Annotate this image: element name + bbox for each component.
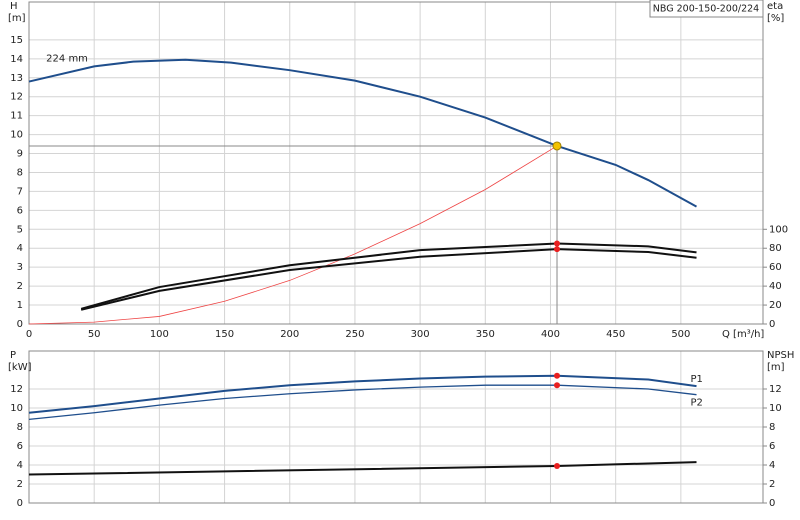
y-axis-label: P bbox=[10, 350, 16, 361]
y-tick-label: 7 bbox=[17, 186, 23, 197]
y2-tick-label: 12 bbox=[769, 384, 782, 395]
x-tick-label: 400 bbox=[541, 329, 560, 340]
x-tick-label: 50 bbox=[88, 329, 101, 340]
curve bbox=[28, 58, 697, 208]
x-tick-label: 300 bbox=[411, 329, 430, 340]
y2-tick-label: 60 bbox=[769, 262, 782, 273]
y-tick-label: 15 bbox=[10, 35, 23, 46]
y-axis-unit: [m] bbox=[8, 13, 26, 24]
y2-tick-label: 80 bbox=[769, 243, 782, 254]
y2-tick-label: 40 bbox=[769, 281, 782, 292]
series-label: P2 bbox=[691, 398, 703, 409]
y-tick-label: 14 bbox=[10, 54, 23, 65]
y2-tick-label: 0 bbox=[769, 319, 775, 330]
y2-tick-label: 20 bbox=[769, 300, 782, 311]
x-tick-label: 500 bbox=[671, 329, 690, 340]
y-tick-label: 12 bbox=[10, 92, 23, 103]
duty-point bbox=[554, 240, 561, 247]
y-tick-label: 0 bbox=[17, 498, 23, 509]
y-tick-label: 12 bbox=[10, 384, 23, 395]
y-tick-label: 9 bbox=[17, 149, 23, 160]
y-tick-label: 3 bbox=[17, 262, 23, 273]
plot-frame bbox=[28, 350, 764, 504]
duty-point bbox=[554, 372, 561, 379]
curve bbox=[80, 242, 697, 310]
y-tick-label: 8 bbox=[17, 422, 23, 433]
y-tick-label: 1 bbox=[17, 300, 23, 311]
curve bbox=[80, 248, 697, 311]
x-tick-label: 450 bbox=[606, 329, 625, 340]
chart-title: NBG 200-150-200/224 bbox=[653, 4, 759, 15]
curve bbox=[28, 145, 558, 325]
curve bbox=[28, 374, 697, 414]
y-tick-label: 4 bbox=[17, 460, 23, 471]
y-tick-label: 10 bbox=[10, 130, 23, 141]
y-tick-label: 2 bbox=[17, 281, 23, 292]
curve bbox=[28, 384, 697, 421]
y2-axis-unit: [%] bbox=[767, 13, 784, 24]
y2-tick-label: 4 bbox=[769, 460, 775, 471]
y2-tick-label: 100 bbox=[769, 224, 788, 235]
y-tick-label: 10 bbox=[10, 403, 23, 414]
y2-axis-label: NPSH bbox=[767, 350, 794, 361]
y-tick-label: 8 bbox=[17, 167, 23, 178]
y2-tick-label: 8 bbox=[769, 422, 775, 433]
y-tick-label: 2 bbox=[17, 479, 23, 490]
plot-frame bbox=[28, 1, 764, 325]
y2-tick-label: 10 bbox=[769, 403, 782, 414]
y2-tick-label: 0 bbox=[769, 498, 775, 509]
x-tick-label: 250 bbox=[345, 329, 364, 340]
duty-point bbox=[554, 246, 561, 253]
y2-tick-label: 6 bbox=[769, 441, 775, 452]
y-tick-label: 6 bbox=[17, 205, 23, 216]
operating-point bbox=[552, 141, 562, 151]
y-axis-unit: [kW] bbox=[8, 362, 32, 373]
title-box bbox=[649, 0, 764, 18]
x-tick-label: 150 bbox=[215, 329, 234, 340]
x-tick-label: 200 bbox=[280, 329, 299, 340]
y2-tick-label: 2 bbox=[769, 479, 775, 490]
x-tick-label: 0 bbox=[26, 329, 32, 340]
x-axis-label: Q [m³/h] bbox=[722, 329, 764, 340]
y-tick-label: 6 bbox=[17, 441, 23, 452]
duty-point bbox=[554, 382, 561, 389]
y-tick-label: 4 bbox=[17, 243, 23, 254]
y2-axis-unit: [m] bbox=[767, 362, 785, 373]
y2-axis-label: eta bbox=[767, 1, 783, 12]
y-tick-label: 13 bbox=[10, 73, 23, 84]
series-label: 224 mm bbox=[46, 53, 88, 64]
y-tick-label: 5 bbox=[17, 224, 23, 235]
x-tick-label: 350 bbox=[476, 329, 495, 340]
y-tick-label: 0 bbox=[17, 319, 23, 330]
x-tick-label: 100 bbox=[150, 329, 169, 340]
y-axis-label: H bbox=[10, 1, 18, 12]
y-tick-label: 11 bbox=[10, 111, 23, 122]
curve bbox=[28, 461, 697, 476]
duty-point bbox=[554, 462, 561, 469]
series-label: P1 bbox=[691, 374, 703, 385]
